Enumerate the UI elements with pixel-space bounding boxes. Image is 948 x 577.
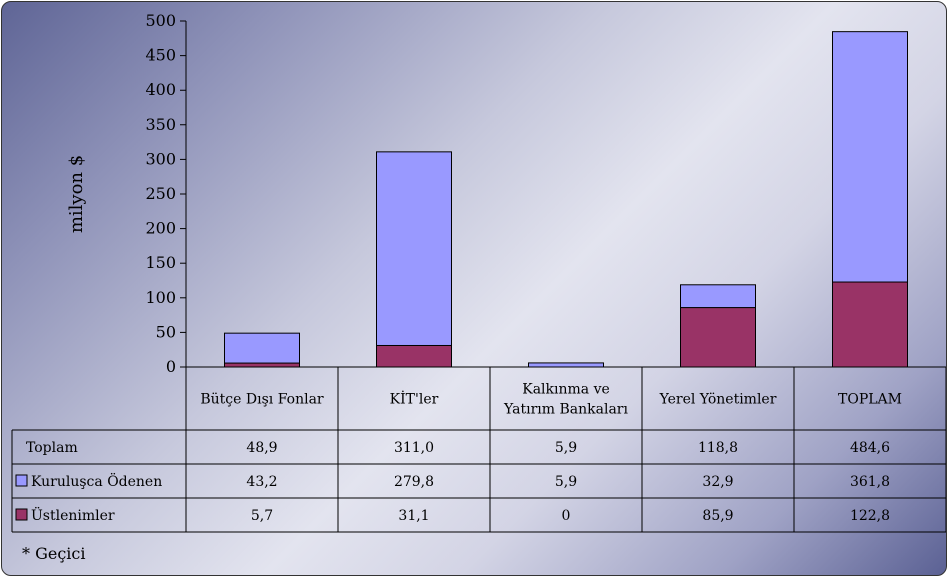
table-cell: 5,9 — [555, 440, 577, 456]
y-tick-label: 150 — [145, 253, 176, 272]
y-tick-label: 350 — [145, 115, 176, 134]
table-cell: 311,0 — [394, 440, 434, 456]
y-tick-label: 450 — [145, 46, 176, 65]
category-label: TOPLAM — [838, 392, 902, 408]
bar-segment — [832, 31, 908, 283]
category-label: KİT'ler — [390, 390, 439, 408]
table-cell: 361,8 — [850, 474, 890, 490]
footnote: * Geçici — [22, 544, 86, 563]
bar-segment — [528, 362, 604, 368]
table-cell: 5,7 — [251, 508, 273, 524]
bar-segment — [224, 362, 300, 368]
y-axis-label: milyon $ — [66, 155, 87, 233]
table-cell: 118,8 — [698, 440, 738, 456]
bar-segment — [376, 151, 452, 346]
table-cell: 31,1 — [398, 508, 429, 524]
y-tick-label: 500 — [145, 11, 176, 30]
table-cell: 5,9 — [555, 474, 577, 490]
y-tick-label: 300 — [145, 149, 176, 168]
y-tick-label: 400 — [145, 80, 176, 99]
legend-key — [15, 508, 28, 521]
bar-segment — [224, 332, 300, 364]
category-label: Yatırım Bankaları — [503, 402, 628, 418]
y-tick-label: 0 — [166, 357, 176, 376]
table-cell: 85,9 — [702, 508, 733, 524]
table-row-label: Üstlenimler — [31, 506, 115, 524]
table-cell: 48,9 — [246, 440, 277, 456]
table-cell: 122,8 — [850, 508, 890, 524]
table-cell: 0 — [562, 508, 571, 524]
table-row-label: Toplam — [26, 440, 78, 456]
y-tick-label: 50 — [156, 322, 176, 341]
category-label: Yerel Yönetimler — [659, 392, 777, 408]
y-tick-label: 250 — [145, 184, 176, 203]
table-cell: 43,2 — [246, 474, 277, 490]
bar-segment — [680, 307, 756, 368]
table-cell: 484,6 — [850, 440, 890, 456]
table-cell: 279,8 — [394, 474, 434, 490]
category-label: Bütçe Dışı Fonlar — [200, 392, 324, 408]
y-tick-label: 200 — [145, 219, 176, 238]
y-tick-label: 100 — [145, 288, 176, 307]
bar-segment — [376, 344, 452, 368]
table-cell: 32,9 — [702, 474, 733, 490]
category-label: Kalkınma ve — [522, 382, 610, 398]
bar-segment — [680, 284, 756, 309]
legend-key — [15, 474, 28, 487]
bar-segment — [832, 281, 908, 368]
table-row-label: Kuruluşca Ödenen — [31, 472, 162, 490]
